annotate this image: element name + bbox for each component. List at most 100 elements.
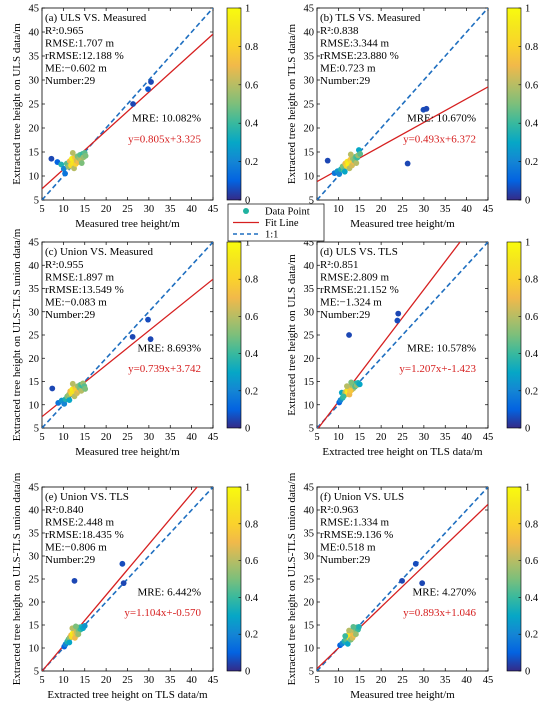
x-tick-label: 35 [440, 432, 451, 443]
stat-label: ME:−0.083 m [45, 297, 107, 309]
y-tick-label: 25 [29, 331, 40, 342]
y-axis-label: Extracted tree height on TLS data/m [286, 23, 298, 184]
x-axis-label: Measured tree height/m [75, 446, 180, 458]
colorbar [506, 7, 522, 201]
stat-label: rRMSE:12.188 % [45, 50, 124, 62]
colorbar-tick-label: 0 [245, 667, 250, 678]
x-tick-label: 5 [39, 432, 44, 443]
stat-label: Number:29 [320, 309, 371, 321]
fit-equation: y=0.493x+6.372 [403, 133, 476, 145]
x-axis-label: Measured tree height/m [350, 218, 455, 230]
panel-title: (e) Union VS. TLS [45, 491, 129, 503]
y-tick-label: 25 [29, 100, 40, 111]
y-tick-label: 40 [29, 28, 40, 39]
y-tick-label: 35 [29, 529, 40, 540]
colorbar-tick-label: 0 [525, 667, 530, 678]
legend-label: 1:1 [265, 230, 278, 241]
colorbar-tick-label: 0.2 [245, 157, 258, 168]
x-tick-label: 30 [144, 432, 155, 443]
y-tick-label: 5 [309, 667, 314, 678]
colorbar-tick-label: 1 [245, 483, 250, 494]
legend-label: Fit Line [265, 218, 299, 229]
data-point [341, 168, 348, 175]
colorbar-tick-label: 0.2 [245, 630, 258, 641]
y-axis-label: Extracted tree height on ULS data/m [286, 254, 298, 416]
data-point [336, 171, 343, 177]
colorbar-tick-label: 0.6 [525, 312, 538, 323]
y-axis-label: Extracted tree height on ULS-TLS union d… [11, 472, 23, 685]
data-point [347, 151, 354, 158]
data-point [69, 150, 76, 156]
x-axis-label: Extracted tree height on TLS data/m [322, 446, 483, 458]
y-tick-label: 20 [29, 124, 40, 135]
legend-label: Data Point [265, 207, 310, 218]
colorbar-tick-label: 0.4 [245, 119, 259, 130]
data-point [344, 383, 350, 390]
colorbar-tick-label: 1 [525, 4, 530, 15]
x-tick-label: 35 [165, 204, 176, 215]
chart-panel: 5 10 15 20 25 30 35 40 4551015202530354045Extrac… [286, 238, 539, 459]
x-tick-label: 30 [419, 432, 430, 443]
stat-label: R²:0.965 [45, 25, 84, 37]
colorbar-tick-label: 0.2 [525, 630, 538, 641]
x-tick-label: 20 [101, 204, 112, 215]
y-axis-label: Extracted tree height on ULS-TLS union d… [11, 228, 23, 441]
fit-equation: y=0.739x+3.742 [128, 363, 201, 375]
x-tick-label: 45 [483, 432, 494, 443]
y-tick-label: 10 [304, 400, 315, 411]
x-tick-label: 40 [461, 204, 472, 215]
y-tick-label: 20 [304, 124, 315, 135]
stat-label: rRMSE:21.152 % [320, 284, 399, 296]
stat-label: R²:0.955 [45, 259, 84, 271]
stat-label: RMSE:2.809 m [320, 272, 390, 284]
x-tick-label: 45 [483, 204, 494, 215]
data-point [419, 580, 426, 587]
colorbar-tick-label: 0.2 [525, 157, 538, 168]
chart-panel: 5 10 15 20 25 30 35 40 4551015202530354045Extrac… [11, 472, 259, 701]
x-tick-label: 10 [58, 204, 69, 215]
legend-marker [243, 208, 249, 214]
y-tick-label: 10 [29, 400, 40, 411]
x-tick-label: 10 [58, 432, 69, 443]
data-point [347, 387, 354, 394]
stat-label: R²:0.838 [320, 25, 359, 37]
data-point [350, 623, 357, 630]
stat-label: RMSE:1.897 m [45, 272, 115, 284]
y-tick-label: 10 [29, 644, 40, 655]
x-axis-label: Measured tree height/m [75, 218, 180, 230]
data-point [353, 631, 359, 638]
data-point [49, 385, 56, 392]
colorbar-tick-label: 0 [245, 196, 250, 207]
colorbar-tick-label: 0.6 [245, 556, 258, 567]
colorbar-tick-label: 0.4 [525, 349, 539, 360]
colorbar-tick-label: 0.4 [245, 349, 259, 360]
colorbar-tick-label: 0.8 [245, 519, 258, 530]
data-point [130, 101, 136, 107]
y-tick-label: 30 [29, 76, 40, 87]
stat-label: RMSE:3.344 m [320, 38, 390, 50]
colorbar-tick-label: 0.6 [525, 80, 538, 91]
x-tick-label: 10 [333, 204, 344, 215]
x-tick-label: 15 [355, 675, 366, 686]
y-tick-label: 20 [29, 598, 40, 609]
data-point [346, 627, 352, 634]
colorbar [226, 241, 242, 429]
x-tick-label: 45 [208, 432, 219, 443]
panel-title: (c) Union VS. Measured [45, 246, 153, 258]
stat-label: rRMSE:13.549 % [45, 284, 124, 296]
colorbar-tick-label: 0.4 [525, 119, 539, 130]
x-tick-label: 30 [419, 675, 430, 686]
data-point [394, 317, 401, 324]
colorbar [226, 7, 242, 201]
panel-title: (d) ULS VS. TLS [320, 246, 398, 258]
mre-label: MRE: 6.442% [137, 587, 201, 599]
panel-title: (b) TLS VS. Measured [320, 12, 421, 24]
y-tick-label: 45 [304, 483, 315, 494]
fit-equation: y=0.893x+1.046 [403, 607, 476, 619]
y-tick-label: 15 [304, 621, 315, 632]
stat-label: ME:−1.324 m [320, 297, 382, 309]
data-point [78, 160, 85, 166]
stat-label: R²:0.963 [320, 504, 359, 516]
x-tick-label: 5 [39, 204, 44, 215]
